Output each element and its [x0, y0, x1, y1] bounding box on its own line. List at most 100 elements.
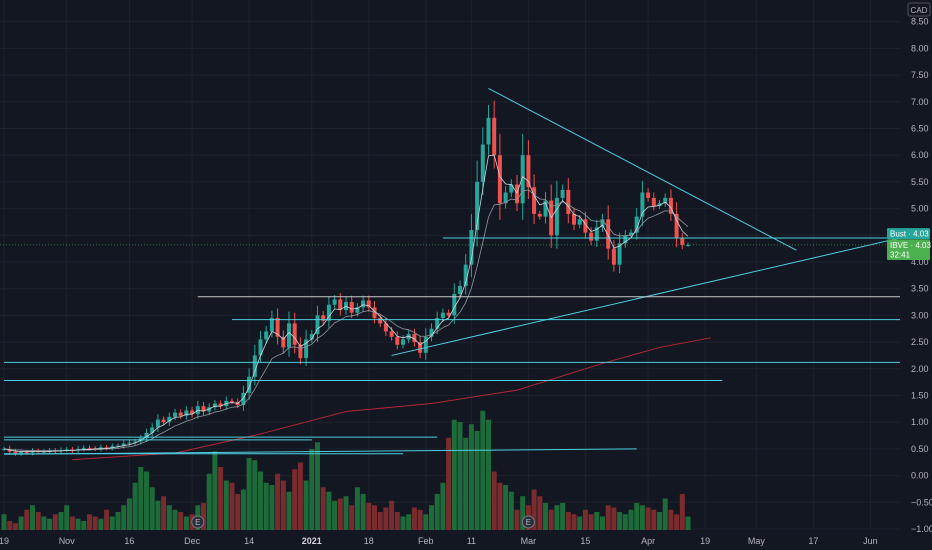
candle-body	[589, 232, 594, 241]
volume-bar	[423, 514, 429, 530]
volume-bar	[605, 505, 611, 530]
candle-body	[634, 216, 639, 233]
candles	[2, 100, 690, 456]
volume-bar	[628, 509, 634, 530]
volume-bar	[463, 437, 469, 530]
volume-bar	[503, 485, 509, 530]
volume-bar	[64, 505, 70, 530]
price-label-text: IBVE · 4.03	[890, 241, 931, 250]
volume-bar	[645, 507, 651, 530]
price-label: 32:41	[887, 249, 930, 261]
volume-bar	[480, 410, 486, 530]
volume-bar	[235, 494, 241, 530]
volume-bar	[372, 505, 377, 530]
price-tick-label: 6.00	[911, 150, 929, 160]
volume-bar	[520, 496, 526, 530]
volume-bar	[223, 480, 229, 530]
volume-bar	[685, 516, 691, 530]
volume-bar	[594, 512, 600, 530]
candle-body	[435, 318, 440, 329]
candle-body	[668, 197, 673, 214]
volume-bar	[149, 487, 155, 530]
volume-bar	[634, 503, 640, 530]
candle-body	[452, 294, 457, 316]
trendlines[interactable]	[0, 87, 901, 455]
volume-bar	[320, 487, 326, 530]
currency-badge[interactable]: CAD	[907, 2, 931, 17]
candle-body	[133, 441, 138, 443]
volume-bar	[560, 503, 566, 530]
candle-body	[212, 403, 217, 408]
candle-body	[572, 213, 576, 225]
volume-bar	[115, 512, 121, 530]
trendline-falling[interactable]	[488, 87, 797, 251]
price-tick-label: 5.50	[911, 177, 929, 187]
volume-bar	[429, 505, 434, 530]
volume-bar	[360, 494, 366, 530]
time-tick-label: 19	[0, 536, 9, 546]
candle-body	[87, 447, 92, 449]
candle-body	[338, 299, 343, 311]
volume-bar	[69, 516, 75, 530]
candle-body	[230, 400, 234, 402]
volume-bar	[98, 518, 104, 530]
candle-body	[309, 334, 314, 340]
volume-bar	[622, 514, 628, 530]
price-label: Bust · 4.03	[887, 228, 930, 240]
candle-body	[64, 449, 69, 451]
time-tick-label: Mar	[521, 536, 537, 546]
candle-body	[281, 336, 286, 348]
time-tick-label: 16	[124, 536, 134, 546]
price-tick-label: 8.50	[911, 17, 929, 27]
candle-body	[287, 323, 291, 348]
volume-bar	[18, 516, 24, 530]
price-tick-label: 6.50	[911, 123, 929, 133]
volume-bar	[109, 516, 115, 530]
volume-bar	[229, 482, 235, 530]
volume-bar	[30, 505, 35, 530]
volume-bar	[508, 491, 514, 530]
volume-bar	[126, 498, 132, 530]
candle-body	[520, 155, 525, 204]
volume-bar	[155, 500, 161, 530]
price-label-text: Bust · 4.03	[890, 230, 929, 239]
candle-body	[560, 189, 565, 198]
volume-bar	[548, 509, 554, 530]
candle-body	[332, 299, 337, 305]
volume-bar	[297, 462, 303, 530]
earnings-marker[interactable]	[191, 515, 205, 529]
time-axis[interactable]: 19 Nov 16 Dec 14 2021 18 Feb 11 Mar 15 Apr 19 May 17 Ju…	[0, 536, 878, 546]
candle-body	[389, 331, 394, 337]
price-tick-label: 0.50	[911, 444, 929, 454]
volume-bar	[354, 487, 360, 530]
currency-label: CAD	[911, 6, 928, 15]
volume-bar	[571, 514, 577, 530]
candle-body	[378, 318, 383, 324]
volume-bar	[337, 498, 343, 530]
earnings-marker[interactable]	[521, 515, 535, 529]
volume-bar	[543, 503, 548, 530]
price-tick-label: 1.50	[911, 390, 929, 400]
volume-bar	[457, 422, 463, 530]
volume-bar	[554, 505, 560, 530]
volume-bar	[81, 521, 87, 530]
volume-bar	[679, 494, 685, 530]
candle-body	[110, 446, 115, 448]
price-axis-bg	[900, 0, 932, 550]
time-tick-label: 14	[244, 536, 254, 546]
candle-body	[606, 219, 611, 249]
price-tick-label: 2.00	[911, 364, 929, 374]
candle-body	[401, 339, 405, 345]
candle-body	[406, 334, 411, 340]
price-axis[interactable]: 8.508.007.507.006.506.005.505.004.504.00…	[911, 17, 932, 534]
volume-bar	[617, 512, 623, 530]
volume-bar	[582, 509, 588, 530]
volume-bar	[178, 512, 184, 530]
candle-body	[184, 410, 189, 416]
candle-body	[167, 416, 172, 423]
volume-bar	[657, 512, 662, 530]
candle-body	[355, 307, 360, 313]
volume-bar	[326, 491, 332, 530]
